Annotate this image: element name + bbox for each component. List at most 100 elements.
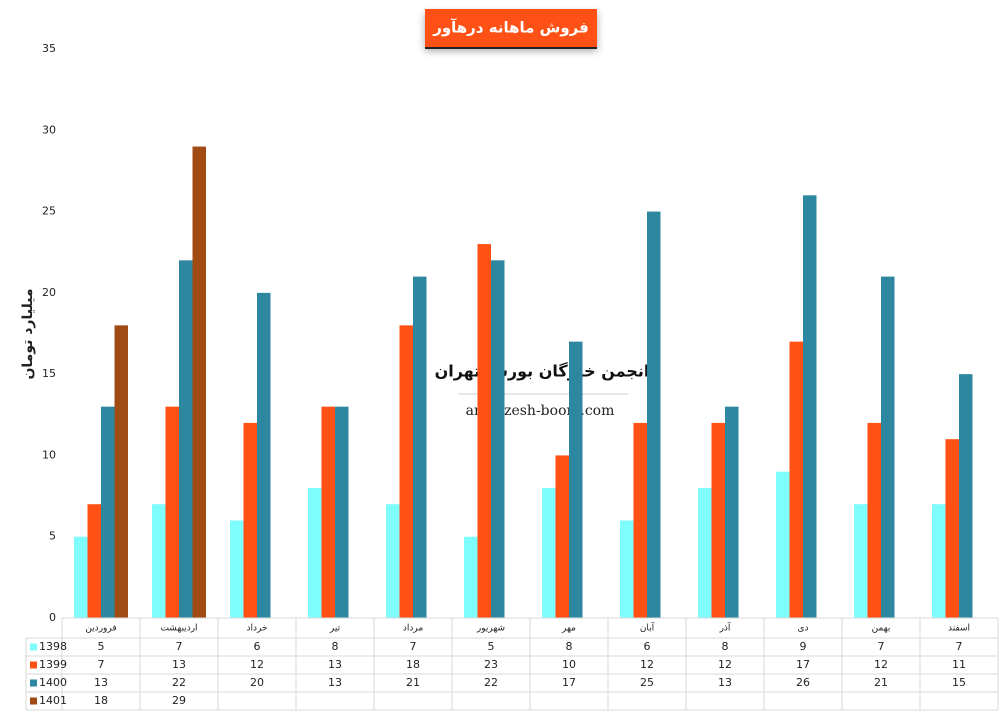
table-value: 11 xyxy=(952,658,966,671)
table-value: 12 xyxy=(250,658,264,671)
bar xyxy=(633,422,647,618)
bar xyxy=(945,439,959,618)
x-tick-label: خرداد xyxy=(246,624,267,634)
table-value: 7 xyxy=(410,640,417,653)
y-tick-label: 25 xyxy=(42,205,56,218)
bar xyxy=(881,276,895,618)
table-value: 6 xyxy=(254,640,261,653)
legend-label: 1399 xyxy=(39,658,67,671)
chart-title: فروش ماهانه درهآور xyxy=(432,19,589,37)
x-tick-label: مهر xyxy=(561,624,576,634)
table-value: 10 xyxy=(562,658,576,671)
x-tick-label: بهمن xyxy=(872,624,891,634)
table-value: 12 xyxy=(718,658,732,671)
x-tick-label: شهریور xyxy=(476,624,505,634)
x-tick-label: فروردین xyxy=(85,624,116,634)
table-value: 22 xyxy=(172,676,186,689)
table-value: 17 xyxy=(562,676,576,689)
table-value: 12 xyxy=(874,658,888,671)
bar xyxy=(555,455,569,618)
legend-label: 1398 xyxy=(39,640,67,653)
bar xyxy=(179,260,193,618)
x-tick-label: دی xyxy=(797,624,808,634)
bar xyxy=(152,504,166,618)
table-value: 18 xyxy=(406,658,420,671)
y-tick-label: 15 xyxy=(42,367,56,380)
legend-key xyxy=(30,679,37,687)
table-value: 20 xyxy=(250,676,264,689)
x-tick-label: آذر xyxy=(719,622,731,634)
y-tick-label: 5 xyxy=(49,530,56,543)
table-value: 13 xyxy=(94,676,108,689)
bar xyxy=(192,146,206,619)
table-value: 26 xyxy=(796,676,810,689)
y-tick-label: 10 xyxy=(42,448,56,461)
bar xyxy=(243,422,257,618)
table-value: 12 xyxy=(640,658,654,671)
title-box xyxy=(425,9,597,47)
bar xyxy=(335,406,349,618)
bar xyxy=(776,471,790,618)
bar xyxy=(698,487,712,618)
bar xyxy=(491,260,505,618)
y-tick-label: 30 xyxy=(42,123,56,136)
table-value: 17 xyxy=(796,658,810,671)
table-value: 13 xyxy=(328,676,342,689)
y-tick-label: 0 xyxy=(49,611,56,624)
y-axis-label: میلیارد تومان xyxy=(20,288,36,379)
table-value: 25 xyxy=(640,676,654,689)
bar xyxy=(711,422,725,618)
table-value: 21 xyxy=(406,676,420,689)
bar xyxy=(959,374,973,618)
bar xyxy=(620,520,634,618)
table-value: 6 xyxy=(644,640,651,653)
bar xyxy=(464,536,478,618)
bar xyxy=(386,504,400,618)
bar xyxy=(114,325,128,618)
bar xyxy=(257,292,271,618)
legend-key xyxy=(30,661,37,669)
table-value: 9 xyxy=(800,640,807,653)
bar xyxy=(542,487,556,618)
table-value: 8 xyxy=(332,640,339,653)
table-value: 5 xyxy=(98,640,105,653)
table-value: 7 xyxy=(176,640,183,653)
y-tick-label: 35 xyxy=(42,42,56,55)
bar xyxy=(803,195,817,619)
x-tick-label: تیر xyxy=(329,624,341,634)
bar xyxy=(789,341,803,618)
table-value: 5 xyxy=(488,640,495,653)
bar xyxy=(413,276,427,618)
table-value: 8 xyxy=(566,640,573,653)
bar xyxy=(321,406,335,618)
bar xyxy=(165,406,179,618)
legend-key xyxy=(30,697,37,705)
table-value: 7 xyxy=(878,640,885,653)
table-value: 18 xyxy=(94,694,108,707)
bar xyxy=(867,422,881,618)
bar xyxy=(308,487,322,618)
watermark-title: انجمن خبرگان بورس تهران xyxy=(435,362,650,381)
bar xyxy=(399,325,413,618)
bar xyxy=(932,504,946,618)
x-tick-label: اسفند xyxy=(948,624,970,634)
x-tick-label: آبان xyxy=(640,622,655,634)
table-value: 23 xyxy=(484,658,498,671)
x-tick-label: اردیبهشت xyxy=(160,624,197,634)
bar xyxy=(230,520,244,618)
table-value: 7 xyxy=(98,658,105,671)
table-value: 29 xyxy=(172,694,186,707)
bar xyxy=(725,406,739,618)
table-value: 21 xyxy=(874,676,888,689)
bar xyxy=(569,341,583,618)
bar xyxy=(647,211,661,619)
bar xyxy=(477,244,491,619)
table-value: 22 xyxy=(484,676,498,689)
legend-label: 1401 xyxy=(39,694,67,707)
bar xyxy=(87,504,101,618)
table-value: 13 xyxy=(328,658,342,671)
table-value: 7 xyxy=(956,640,963,653)
legend-key xyxy=(30,643,37,651)
bar xyxy=(101,406,115,618)
